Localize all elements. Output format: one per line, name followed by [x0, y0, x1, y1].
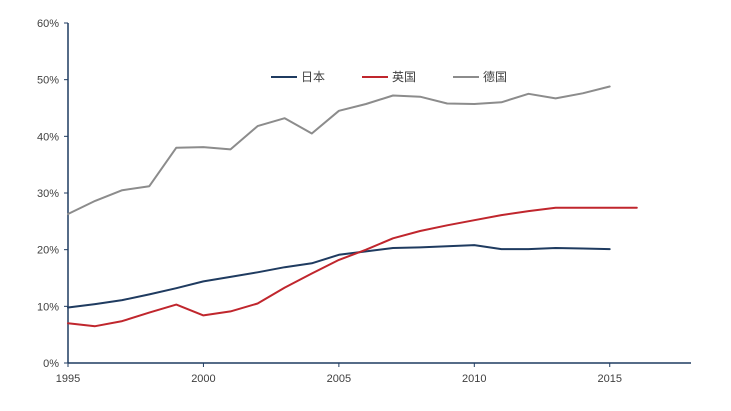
legend: 日本 英国 德国 [271, 69, 507, 84]
x-tick-label: 2010 [462, 373, 486, 385]
series-layer [67, 85, 638, 328]
y-tick-label: 40% [37, 131, 59, 143]
x-tick-label: 2005 [327, 373, 351, 385]
x-tick-label: 2000 [191, 373, 215, 385]
y-axis-ticks: 0% 10% 20% 30% 40% 50% 60% [37, 18, 68, 370]
x-axis-ticks: 1995 2000 2005 2010 2015 [56, 363, 622, 385]
y-tick-label: 20% [37, 245, 59, 257]
y-tick-label: 30% [37, 188, 59, 200]
y-tick-label: 50% [37, 75, 59, 87]
y-tick-label: 10% [37, 301, 59, 313]
legend-label: 德国 [483, 69, 507, 84]
legend-label: 日本 [301, 70, 325, 84]
series-line-德国 [67, 85, 611, 215]
y-tick-label: 0% [43, 358, 59, 370]
series-line-日本 [67, 244, 611, 309]
legend-label: 英国 [392, 70, 416, 84]
x-tick-label: 1995 [56, 373, 80, 385]
x-tick-label: 2015 [597, 373, 621, 385]
y-tick-label: 60% [37, 18, 59, 30]
series-line-英国 [67, 206, 638, 328]
